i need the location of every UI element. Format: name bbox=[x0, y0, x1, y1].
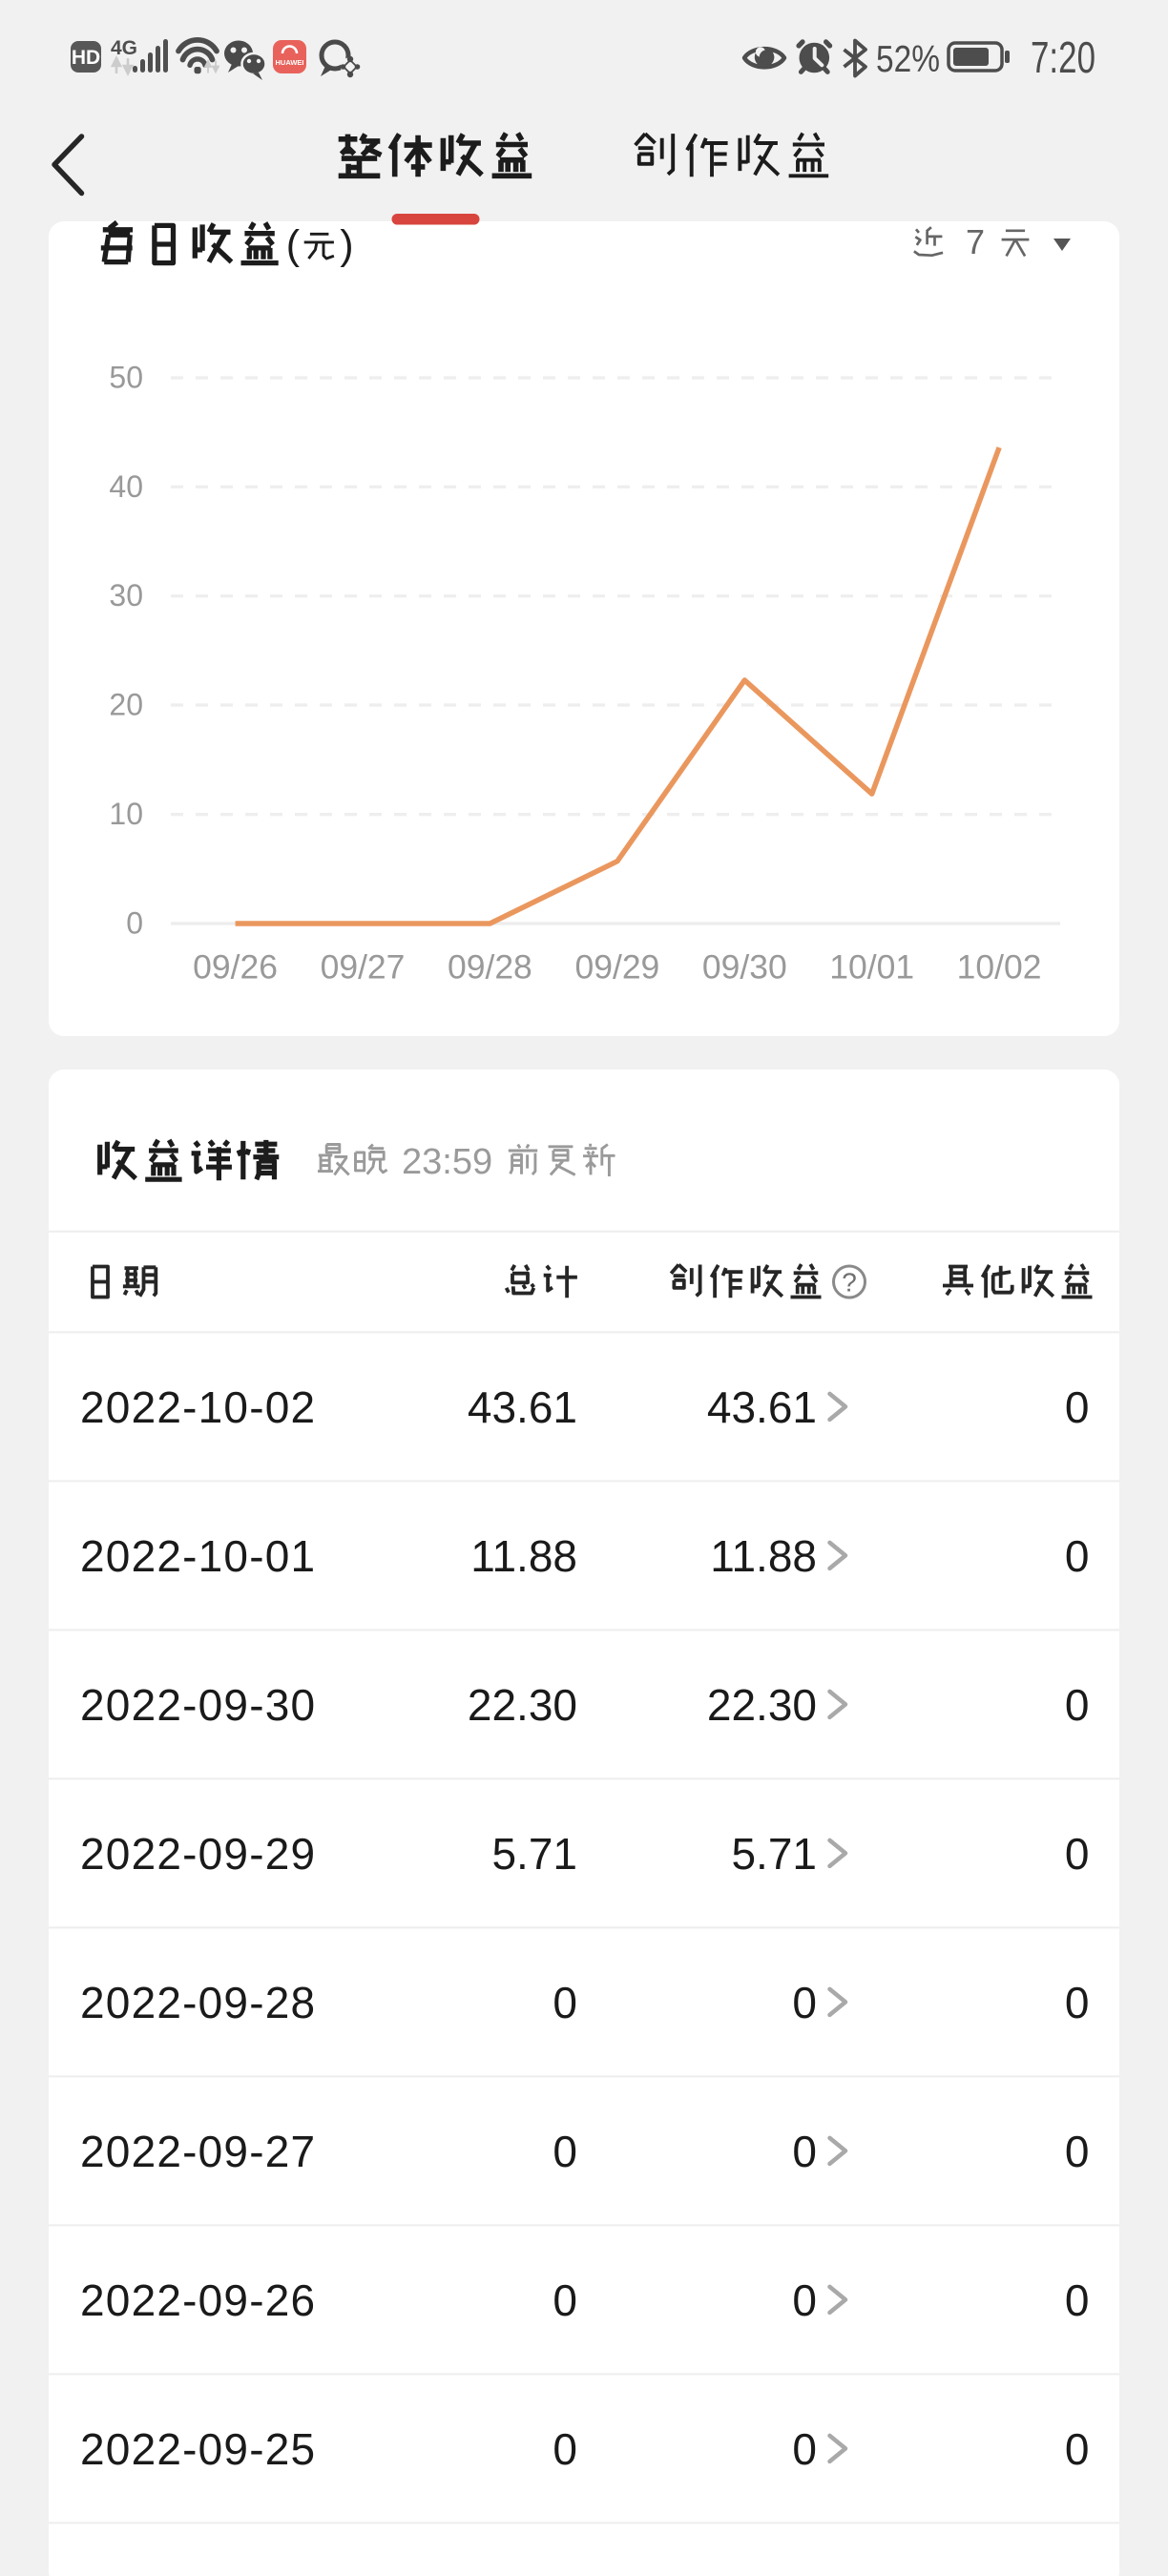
svg-text:09/29: 09/29 bbox=[574, 948, 659, 987]
svg-text:4G: 4G bbox=[111, 37, 137, 59]
svg-text:0: 0 bbox=[1065, 1978, 1090, 2027]
svg-text:0: 0 bbox=[553, 1978, 577, 2027]
svg-text:10: 10 bbox=[109, 797, 143, 831]
svg-text:2022-09-25: 2022-09-25 bbox=[80, 2424, 316, 2474]
svg-text:?: ? bbox=[842, 1268, 857, 1298]
svg-text:0: 0 bbox=[126, 906, 143, 941]
svg-text:(: ( bbox=[286, 222, 301, 268]
svg-text:HD: HD bbox=[72, 47, 100, 69]
svg-text:HUAWEI: HUAWEI bbox=[276, 58, 304, 67]
svg-text:22.30: 22.30 bbox=[707, 1680, 817, 1730]
svg-text:7:20: 7:20 bbox=[1031, 32, 1095, 82]
svg-text:2022-09-29: 2022-09-29 bbox=[80, 1829, 316, 1879]
svg-text:43.61: 43.61 bbox=[707, 1382, 817, 1432]
svg-text:0: 0 bbox=[1065, 1829, 1090, 1879]
svg-text:2022-09-30: 2022-09-30 bbox=[80, 1680, 316, 1730]
svg-text:09/27: 09/27 bbox=[321, 948, 406, 987]
svg-text:0: 0 bbox=[1065, 1531, 1090, 1581]
svg-text:0: 0 bbox=[792, 2275, 817, 2325]
svg-text:09/30: 09/30 bbox=[702, 948, 787, 987]
svg-text:7: 7 bbox=[966, 222, 985, 261]
svg-text:23:59: 23:59 bbox=[402, 1142, 492, 1182]
svg-text:2022-09-27: 2022-09-27 bbox=[80, 2127, 316, 2176]
svg-text:10/01: 10/01 bbox=[829, 948, 914, 987]
svg-text:): ) bbox=[340, 222, 353, 268]
svg-text:2022-09-28: 2022-09-28 bbox=[80, 1978, 316, 2027]
svg-text:0: 0 bbox=[1065, 2424, 1090, 2474]
svg-text:0: 0 bbox=[792, 2127, 817, 2176]
svg-text:11.88: 11.88 bbox=[710, 1531, 817, 1581]
svg-text:0: 0 bbox=[792, 1978, 817, 2027]
svg-text:10/02: 10/02 bbox=[957, 948, 1042, 987]
svg-text:0: 0 bbox=[1065, 2275, 1090, 2325]
svg-text:0: 0 bbox=[1065, 1382, 1090, 1432]
svg-text:52%: 52% bbox=[876, 39, 940, 80]
svg-text:0: 0 bbox=[792, 2424, 817, 2474]
svg-text:11.88: 11.88 bbox=[470, 1531, 577, 1581]
svg-text:30: 30 bbox=[109, 578, 143, 613]
svg-text:2022-10-02: 2022-10-02 bbox=[80, 1382, 316, 1432]
svg-text:2022-09-26: 2022-09-26 bbox=[80, 2275, 316, 2325]
svg-text:0: 0 bbox=[553, 2424, 577, 2474]
svg-text:09/28: 09/28 bbox=[448, 948, 532, 987]
svg-text:0: 0 bbox=[1065, 2127, 1090, 2176]
svg-text:09/26: 09/26 bbox=[193, 948, 278, 987]
svg-text:5.71: 5.71 bbox=[491, 1829, 577, 1879]
svg-text:2022-10-01: 2022-10-01 bbox=[80, 1531, 316, 1581]
svg-text:50: 50 bbox=[109, 361, 143, 395]
svg-text:43.61: 43.61 bbox=[468, 1382, 577, 1432]
svg-text:5.71: 5.71 bbox=[731, 1829, 817, 1879]
svg-text:40: 40 bbox=[109, 469, 143, 504]
svg-text:20: 20 bbox=[109, 688, 143, 722]
svg-text:22.30: 22.30 bbox=[468, 1680, 577, 1730]
svg-text:0: 0 bbox=[1065, 1680, 1090, 1730]
svg-text:0: 0 bbox=[553, 2127, 577, 2176]
svg-text:0: 0 bbox=[553, 2275, 577, 2325]
